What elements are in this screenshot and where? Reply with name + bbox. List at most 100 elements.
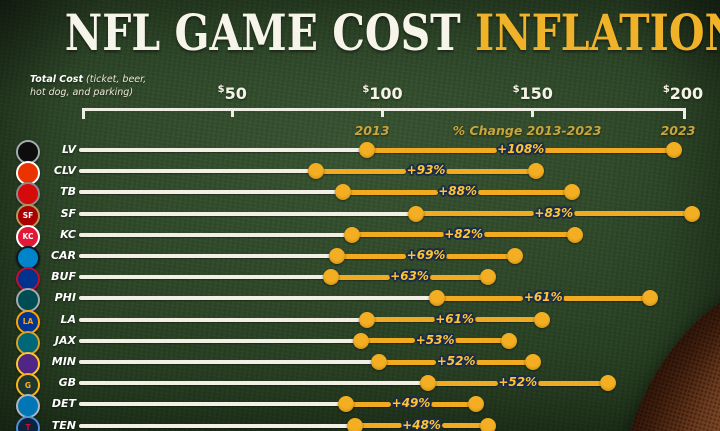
change-connector-right (563, 295, 650, 301)
change-connector-right (474, 317, 542, 323)
axis-baseline (82, 108, 686, 111)
title-main-text: NFL GAME COST (64, 3, 475, 62)
change-connector-right (476, 359, 533, 365)
cost-track-line (79, 423, 356, 428)
team-abbr-label: LA (60, 312, 76, 326)
change-connector-left (367, 317, 435, 323)
dot-2023 (527, 163, 544, 180)
la-team-logo-icon: LA (16, 309, 40, 334)
cost-track-line (79, 296, 437, 301)
pct-change-label: +93% (406, 163, 446, 178)
tick-value: 150 (519, 84, 553, 103)
cost-track-line (79, 148, 368, 152)
cost-track-line (79, 169, 317, 174)
dot-2023 (506, 248, 523, 264)
cost-track-line (79, 381, 428, 386)
dot-2013 (371, 354, 388, 370)
cost-track-line (79, 211, 416, 216)
football-image (569, 230, 720, 431)
team-abbr-label: MIN (51, 355, 76, 368)
change-connector-right (429, 274, 488, 280)
gb-team-logo-icon: G (16, 373, 40, 398)
pct-change-label: +83% (534, 205, 574, 220)
tick-value: 200 (669, 84, 704, 103)
axis-tick-50 (230, 108, 234, 117)
axis-caption-rest: (ticket, beer, (83, 74, 147, 85)
axis-tick-label-50: $50 (218, 84, 247, 103)
change-connector-right (446, 253, 515, 259)
dot-2023 (566, 226, 583, 243)
axis-endcap-left (82, 108, 85, 119)
tb-team-logo-icon (16, 182, 40, 207)
team-abbr-label: KC (60, 227, 76, 241)
axis-endcap-right (683, 108, 686, 119)
cost-track-line (79, 338, 362, 343)
change-connector-right (441, 423, 488, 429)
dot-2013 (335, 184, 352, 201)
dot-2023 (684, 205, 700, 222)
axis-tick-150 (531, 108, 535, 117)
team-abbr-label: LV (61, 143, 76, 156)
change-connector-right (431, 401, 476, 407)
dot-2013 (428, 290, 445, 307)
dot-2023 (467, 396, 484, 413)
change-connector-left (355, 423, 402, 429)
change-connector-right (537, 380, 608, 386)
cost-track-line (79, 232, 353, 237)
dot-2013 (359, 142, 376, 158)
change-connector-left (379, 359, 437, 365)
change-connector-left (346, 401, 392, 407)
pct-change-label: +48% (402, 417, 441, 431)
page-title: NFL GAME COST INFLATION (65, 8, 720, 58)
change-connector-right (446, 168, 536, 174)
change-connector-left (316, 168, 407, 174)
team-abbr-label: CLV (53, 164, 76, 178)
axis-tick-label-150: $150 (513, 84, 553, 103)
pct-change-label: +88% (438, 184, 478, 199)
dot-2013 (323, 269, 340, 286)
axis-caption: Total Cost (ticket, beer, hot dog, and p… (30, 74, 180, 100)
dot-2013 (329, 248, 346, 264)
change-connector-left (415, 211, 534, 217)
pct-change-label: +69% (406, 248, 446, 262)
cost-track-line (79, 254, 338, 258)
dot-2023 (665, 142, 682, 158)
phi-team-logo-icon (16, 288, 40, 313)
change-connector-left (361, 338, 416, 344)
title-accent-text: INFLATION (474, 3, 720, 62)
change-connector-left (367, 147, 497, 153)
team-abbr-label: DET (51, 397, 76, 411)
pct-change-label: +52% (498, 375, 538, 390)
axis-caption-line2: hot dog, and parking) (30, 86, 134, 98)
dot-2023 (641, 290, 658, 307)
cost-track-line (79, 275, 332, 280)
pct-change-label: +82% (444, 226, 484, 241)
dot-2013 (359, 311, 376, 328)
currency-symbol: $ (362, 84, 370, 95)
currency-symbol: $ (512, 84, 520, 95)
cost-track-line (79, 317, 368, 322)
change-connector-left (331, 274, 390, 280)
axis-tick-100 (381, 108, 384, 117)
dot-2013 (353, 332, 370, 349)
pct-change-label: +108% (497, 142, 545, 156)
change-connector-right (483, 232, 575, 238)
pct-change-label: +49% (391, 396, 431, 411)
cost-track-line (79, 402, 347, 407)
change-connector-left (337, 253, 407, 259)
car-team-logo-icon (16, 246, 40, 270)
dot-2023 (599, 375, 616, 392)
pct-change-label: +52% (436, 354, 476, 368)
dot-2013 (419, 375, 436, 392)
column-header-2023: 2023 (660, 123, 696, 138)
team-abbr-label: PHI (54, 291, 76, 305)
dot-2023 (533, 311, 550, 328)
team-abbr-label: GB (58, 376, 76, 390)
dot-2013 (347, 417, 364, 431)
dot-2023 (479, 417, 496, 431)
change-connector-right (455, 338, 509, 344)
change-connector-left (436, 295, 524, 301)
dot-2013 (308, 163, 325, 180)
change-connector-right (477, 189, 572, 195)
buf-team-logo-icon (16, 267, 40, 292)
